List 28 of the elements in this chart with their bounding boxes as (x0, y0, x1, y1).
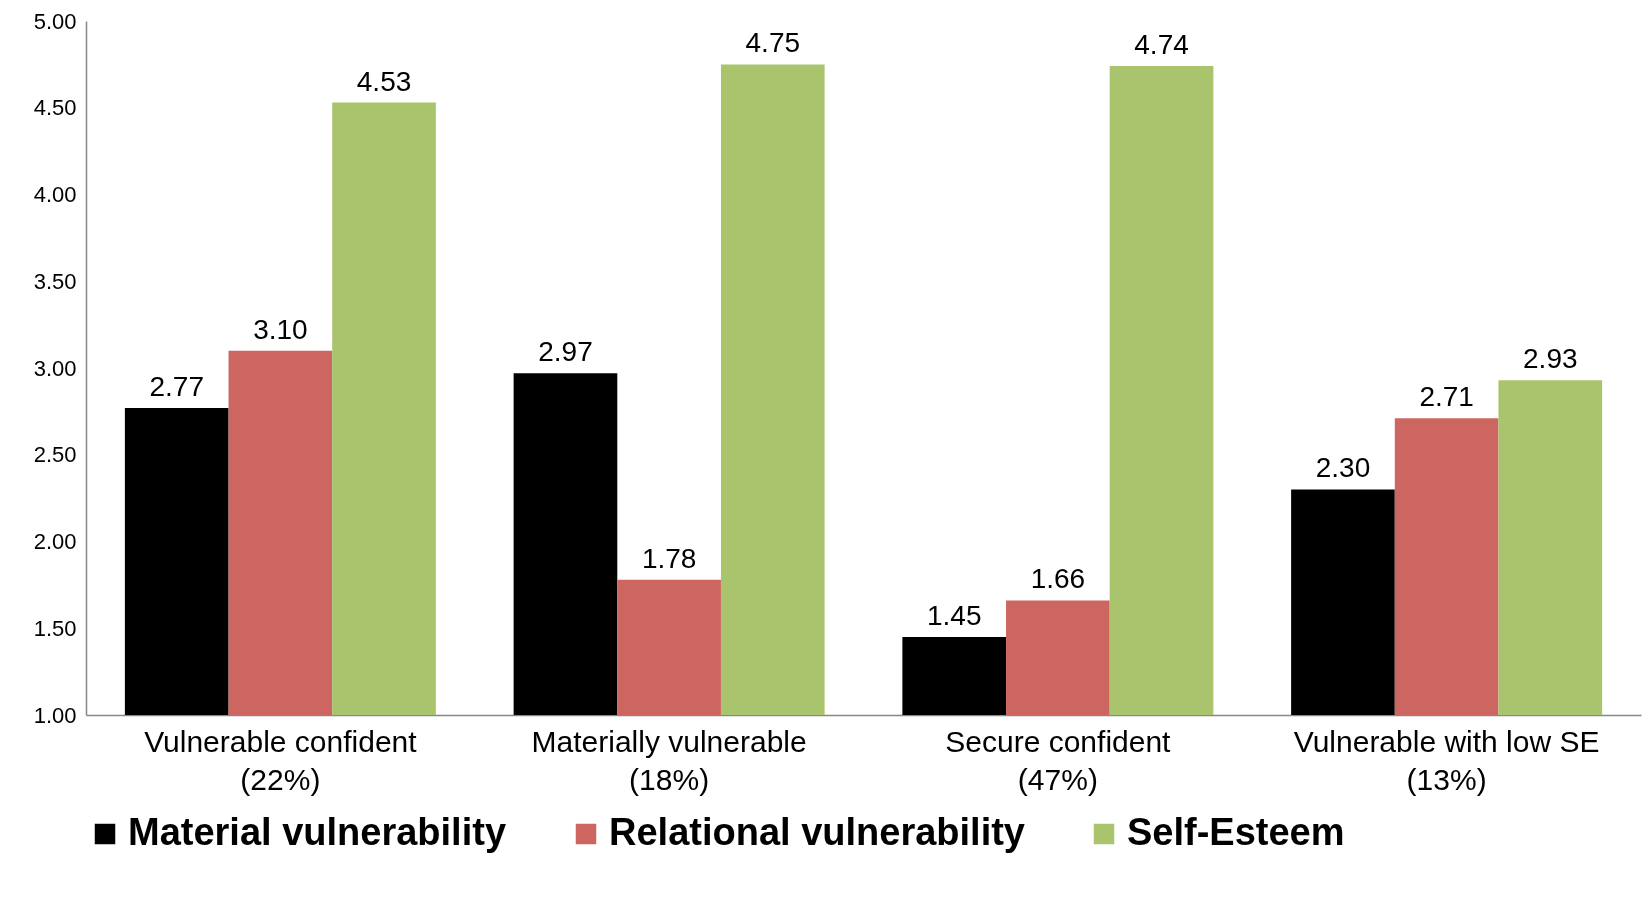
x-tick-label: Vulnerable confident (22%) (144, 724, 418, 796)
data-label: 4.74 (1134, 29, 1189, 61)
legend-label: Material vulnerability (128, 811, 507, 853)
y-tick-label: 2.50 (33, 442, 77, 468)
y-tick-label: 3.50 (33, 268, 77, 294)
y-tick-label: 2.00 (33, 529, 77, 554)
data-label: 2.30 (1315, 452, 1371, 484)
x-tick-label: Secure confident (47%) (945, 724, 1172, 796)
x-tick-label: Materially vulnerable (18%) (531, 724, 807, 796)
data-label: 1.78 (641, 542, 697, 574)
data-label: 2.77 (149, 370, 204, 402)
data-label: 4.75 (745, 27, 801, 59)
y-tick-label: 4.50 (33, 95, 77, 121)
legend-label: Relational vulnerability (609, 811, 1025, 853)
y-tick-label: 5.00 (33, 8, 77, 34)
data-label: 1.45 (926, 599, 982, 631)
data-label: 2.97 (538, 336, 593, 368)
data-label: 2.71 (1419, 381, 1474, 413)
data-label: 3.10 (253, 313, 308, 345)
y-tick-label: 1.00 (33, 702, 77, 728)
y-tick-label: 3.00 (33, 355, 77, 381)
data-label: 1.66 (1030, 563, 1086, 595)
y-tick-label: 1.50 (33, 615, 77, 641)
x-tick-label: Vulnerable with low SE (13%) (1293, 724, 1600, 796)
data-label: 2.93 (1523, 343, 1578, 375)
data-label: 4.53 (356, 65, 412, 97)
y-tick-label: 4.00 (33, 182, 77, 207)
legend-label: Self-Esteem (1127, 811, 1345, 853)
